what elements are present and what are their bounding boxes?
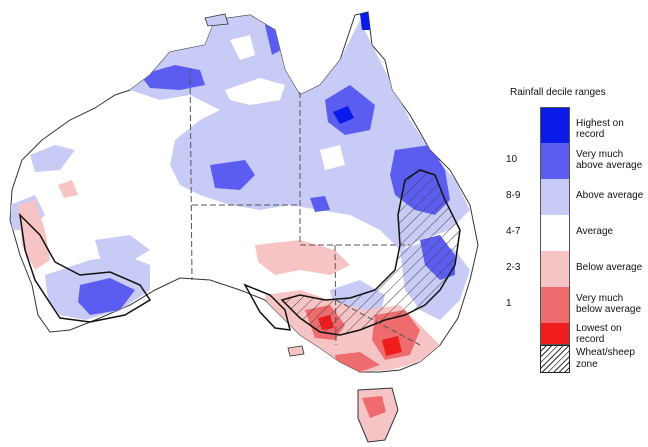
region-lowest-on-record-gippsland [382, 336, 402, 356]
legend-label-highest: Highest on record [576, 118, 624, 140]
legend-swatch-very-much-below [540, 287, 570, 323]
legend-swatch-lowest [540, 323, 570, 345]
region-below-average-pilbara [58, 180, 78, 198]
legend-row-very-much-above: 10 Very much above average [500, 143, 648, 179]
melville-island [204, 13, 229, 27]
region-very-much-above-gulf [140, 65, 205, 90]
region-very-much-above-sa [310, 196, 330, 212]
wheat-sheep-zone-west [18, 212, 152, 323]
region-average-qld [320, 145, 345, 170]
region-very-much-above-wa [78, 278, 135, 315]
legend-label-above: Above average [576, 190, 644, 201]
legend-swatch-below [540, 251, 570, 287]
legend-swatch-highest [540, 107, 570, 143]
kangaroo-island [287, 345, 305, 357]
legend-decile-4-7: 4-7 [506, 226, 521, 237]
border-wa [189, 69, 193, 281]
legend-decile-10: 10 [506, 154, 518, 165]
legend-label-very-much-below: Very much below average [576, 293, 642, 315]
legend-row-average: 4-7 Average [500, 215, 648, 251]
australia-rainfall-map [9, 11, 479, 443]
region-below-average-sa [255, 240, 350, 275]
wheat-sheep-zone-east [280, 169, 461, 336]
legend-row-above: 8-9 Above average [500, 179, 648, 215]
region-very-much-above-nt [210, 160, 255, 190]
region-average-nt [225, 78, 285, 105]
legend-row-very-much-below: 1 Very much below average [500, 287, 648, 323]
legend-swatch-wheat-sheep [540, 345, 570, 373]
legend-row-highest: Highest on record [500, 107, 648, 143]
legend-label-very-much-above: Very much above average [576, 149, 643, 171]
legend-label-lowest: Lowest on record [576, 323, 622, 345]
border-nsw-vic [335, 299, 421, 346]
state-borders [189, 69, 421, 346]
legend-decile-1: 1 [506, 298, 512, 309]
wheat-sheep-zone-sa [243, 283, 291, 331]
legend-decile-2-3: 2-3 [506, 262, 521, 273]
legend-label-average: Average [576, 226, 614, 237]
legend-swatch-very-much-above [540, 143, 570, 179]
legend: Rainfall decile ranges Highest on record… [500, 0, 648, 447]
region-highest-on-record-qld [333, 106, 354, 124]
legend-decile-8-9: 8-9 [506, 190, 521, 201]
legend-swatch-above [540, 179, 570, 215]
border-sa-vic [334, 244, 337, 346]
region-above-average-kimberley [30, 145, 75, 172]
legend-row-below: 2-3 Below average [500, 251, 648, 287]
region-average-gulf [230, 35, 255, 60]
legend-label-wheat-sheep: Wheat/sheep zone [576, 347, 635, 370]
tasmania-very-much-below [362, 396, 386, 418]
legend-row-lowest: Lowest on record [500, 323, 648, 359]
region-above-average-central [95, 235, 150, 262]
legend-label-below: Below average [576, 262, 643, 273]
mainland-group [9, 11, 479, 443]
legend-title: Rainfall decile ranges [510, 87, 606, 98]
legend-swatch-average [540, 215, 570, 251]
